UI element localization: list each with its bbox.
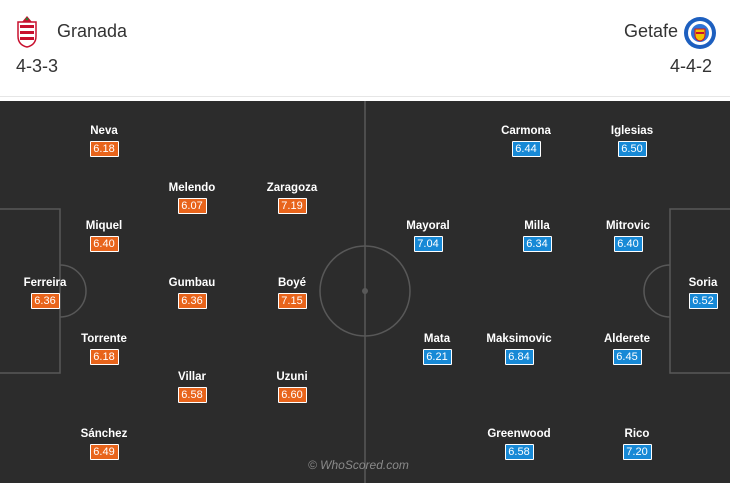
away-player[interactable]: Mayoral 7.04: [383, 219, 473, 252]
home-player[interactable]: Boyé 7.15: [247, 276, 337, 309]
getafe-crest-icon: [684, 17, 716, 49]
home-player[interactable]: Torrente 6.18: [59, 332, 149, 365]
player-rating: 6.40: [613, 236, 643, 252]
home-team-name[interactable]: Granada: [57, 21, 128, 41]
home-player[interactable]: Miquel 6.40: [59, 219, 149, 252]
player-rating: 6.52: [688, 293, 718, 309]
home-player[interactable]: Zaragoza 7.19: [247, 181, 337, 214]
home-player[interactable]: Gumbau 6.36: [147, 276, 237, 309]
player-name: Iglesias: [610, 125, 654, 137]
player-name: Soria: [688, 277, 718, 289]
home-player[interactable]: Villar 6.58: [147, 370, 237, 403]
player-name: Melendo: [168, 182, 216, 194]
player-rating: 6.58: [177, 387, 207, 403]
match-header: Granada 4-3-3 Getafe 4-4-2: [0, 0, 730, 97]
away-player[interactable]: Greenwood 6.58: [474, 427, 564, 460]
player-rating: 6.50: [617, 141, 647, 157]
player-rating: 7.19: [277, 198, 307, 214]
player-name: Rico: [624, 428, 650, 440]
player-rating: 6.36: [30, 293, 60, 309]
away-player[interactable]: Mitrovic 6.40: [583, 219, 673, 252]
player-name: Ferreira: [23, 277, 67, 289]
player-name: Zaragoza: [266, 182, 318, 194]
home-player[interactable]: Uzuni 6.60: [247, 370, 337, 403]
player-rating: 6.84: [504, 349, 534, 365]
away-team-name[interactable]: Getafe: [623, 21, 678, 41]
player-rating: 6.36: [177, 293, 207, 309]
player-name: Carmona: [501, 125, 551, 137]
player-rating: 7.15: [277, 293, 307, 309]
away-player[interactable]: Maksimovic 6.84: [474, 332, 564, 365]
player-rating: 6.58: [504, 444, 534, 460]
home-player[interactable]: Melendo 6.07: [147, 181, 237, 214]
player-name: Villar: [178, 371, 206, 383]
player-name: Alderete: [603, 333, 651, 345]
away-player[interactable]: Carmona 6.44: [481, 124, 571, 157]
player-name: Neva: [90, 125, 118, 137]
player-name: Greenwood: [487, 428, 551, 440]
pitch-markings: [0, 101, 730, 483]
player-name: Uzuni: [276, 371, 308, 383]
player-rating: 6.49: [89, 444, 119, 460]
player-name: Mata: [423, 333, 451, 345]
away-player[interactable]: Soria 6.52: [678, 276, 728, 309]
player-rating: 6.60: [277, 387, 307, 403]
player-name: Sánchez: [80, 428, 128, 440]
pitch: Neva 6.18 Melendo 6.07 Zaragoza 7.19 Miq…: [0, 101, 730, 483]
player-name: Milla: [524, 220, 550, 232]
player-rating: 6.21: [422, 349, 452, 365]
away-player[interactable]: Milla 6.34: [492, 219, 582, 252]
player-rating: 7.04: [413, 236, 443, 252]
home-player[interactable]: Neva 6.18: [59, 124, 149, 157]
granada-crest-icon: [17, 16, 37, 48]
home-player[interactable]: Ferreira 6.36: [10, 276, 80, 309]
player-rating: 6.18: [89, 141, 119, 157]
player-name: Boyé: [277, 277, 307, 289]
player-rating: 6.18: [89, 349, 119, 365]
away-player[interactable]: Rico 7.20: [592, 427, 682, 460]
home-formation: 4-3-3: [16, 56, 59, 76]
player-rating: 6.45: [612, 349, 642, 365]
away-formation: 4-4-2: [669, 56, 712, 76]
whoscored-watermark: © WhoScored.com: [308, 458, 409, 472]
player-rating: 6.07: [177, 198, 207, 214]
player-name: Mitrovic: [605, 220, 651, 232]
player-name: Mayoral: [406, 220, 450, 232]
player-rating: 6.44: [511, 141, 541, 157]
away-player[interactable]: Alderete 6.45: [582, 332, 672, 365]
player-rating: 7.20: [622, 444, 652, 460]
home-player[interactable]: Sánchez 6.49: [59, 427, 149, 460]
player-name: Gumbau: [168, 277, 216, 289]
player-rating: 6.40: [89, 236, 119, 252]
player-name: Miquel: [85, 220, 123, 232]
player-name: Maksimovic: [486, 333, 552, 345]
player-name: Torrente: [81, 333, 127, 345]
player-rating: 6.34: [522, 236, 552, 252]
away-player[interactable]: Mata 6.21: [392, 332, 482, 365]
away-player[interactable]: Iglesias 6.50: [587, 124, 677, 157]
